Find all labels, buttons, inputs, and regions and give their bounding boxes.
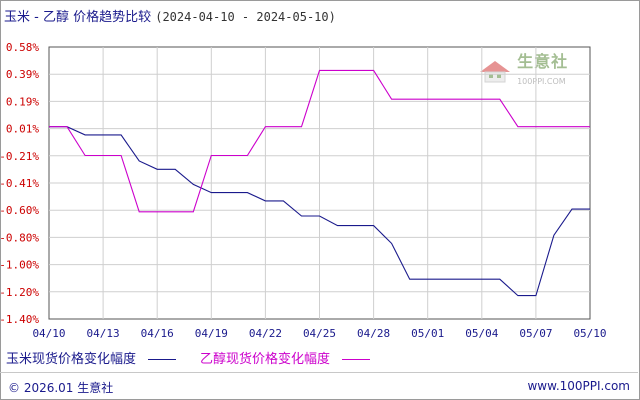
x-tick-label: 05/07 [519, 327, 552, 340]
watermark-en: 100PPI.COM [517, 76, 566, 86]
watermark-cn: 生意社 [517, 52, 569, 71]
house-logo-icon [480, 60, 510, 83]
x-axis-labels: 04/10 04/13 04/16 04/19 04/22 04/25 04/28 05/01… [32, 327, 606, 340]
x-tick-label: 04/19 [195, 327, 228, 340]
x-tick-label: 04/28 [357, 327, 390, 340]
x-tick-label: 05/10 [573, 327, 606, 340]
y-tick-label: -0.80% [0, 231, 39, 244]
legend-label-ethanol: 乙醇现货价格变化幅度 [200, 352, 331, 367]
legend-label-corn: 玉米现货价格变化幅度 [6, 352, 137, 367]
site-link[interactable]: www.100PPI.com [527, 379, 630, 393]
y-tick-label: -1.20% [0, 286, 39, 299]
x-tick-label: 05/01 [411, 327, 444, 340]
x-tick-label: 04/22 [249, 327, 282, 340]
footer: © 2026.01 生意社 www.100PPI.com [0, 372, 638, 399]
y-tick-label: 0.39% [6, 68, 39, 81]
legend-swatch-ethanol [342, 359, 371, 360]
y-tick-label: -0.21% [0, 150, 39, 163]
x-tick-label: 04/13 [87, 327, 120, 340]
series-lines [49, 69, 590, 297]
y-tick-label: 0.58% [6, 41, 39, 54]
y-axis-labels: 0.58% 0.39% 0.19% 0.01% -0.21% -0.41% -0.60% -0… [0, 41, 39, 326]
grid-lines [49, 47, 590, 319]
x-tick-label: 05/04 [465, 327, 498, 340]
y-tick-label: 0.19% [6, 95, 39, 108]
legend-swatch-corn [148, 359, 177, 360]
chart-title-main: 玉米 - 乙醇 价格趋势比较 [4, 10, 152, 25]
legend-item-corn: 玉米现货价格变化幅度 [6, 348, 177, 367]
x-tick-label: 04/16 [141, 327, 174, 340]
y-tick-label: -1.40% [0, 313, 39, 326]
line-chart: 0.58% 0.39% 0.19% 0.01% -0.21% -0.41% -0.60% -0… [0, 41, 607, 340]
legend-item-ethanol: 乙醇现货价格变化幅度 [200, 348, 371, 367]
watermark-logo: 生意社 100PPI.COM [478, 52, 569, 88]
y-tick-label: -0.60% [0, 204, 39, 217]
x-tick-label: 04/25 [303, 327, 336, 340]
copyright-text: © 2026.01 生意社 [8, 381, 114, 395]
legend: 玉米现货价格变化幅度 乙醇现货价格变化幅度 [0, 348, 640, 368]
y-tick-label: -1.00% [0, 259, 39, 272]
y-tick-label: -0.41% [0, 177, 39, 190]
chart-title-range: (2024-04-10 - 2024-05-10) [155, 10, 336, 24]
series-line-corn [49, 126, 590, 297]
y-tick-label: 0.01% [6, 123, 39, 136]
chart-title: 玉米 - 乙醇 价格趋势比较 (2024-04-10 - 2024-05-10) [4, 6, 336, 25]
series-line-ethanol [49, 69, 590, 213]
x-tick-label: 04/10 [32, 327, 65, 340]
